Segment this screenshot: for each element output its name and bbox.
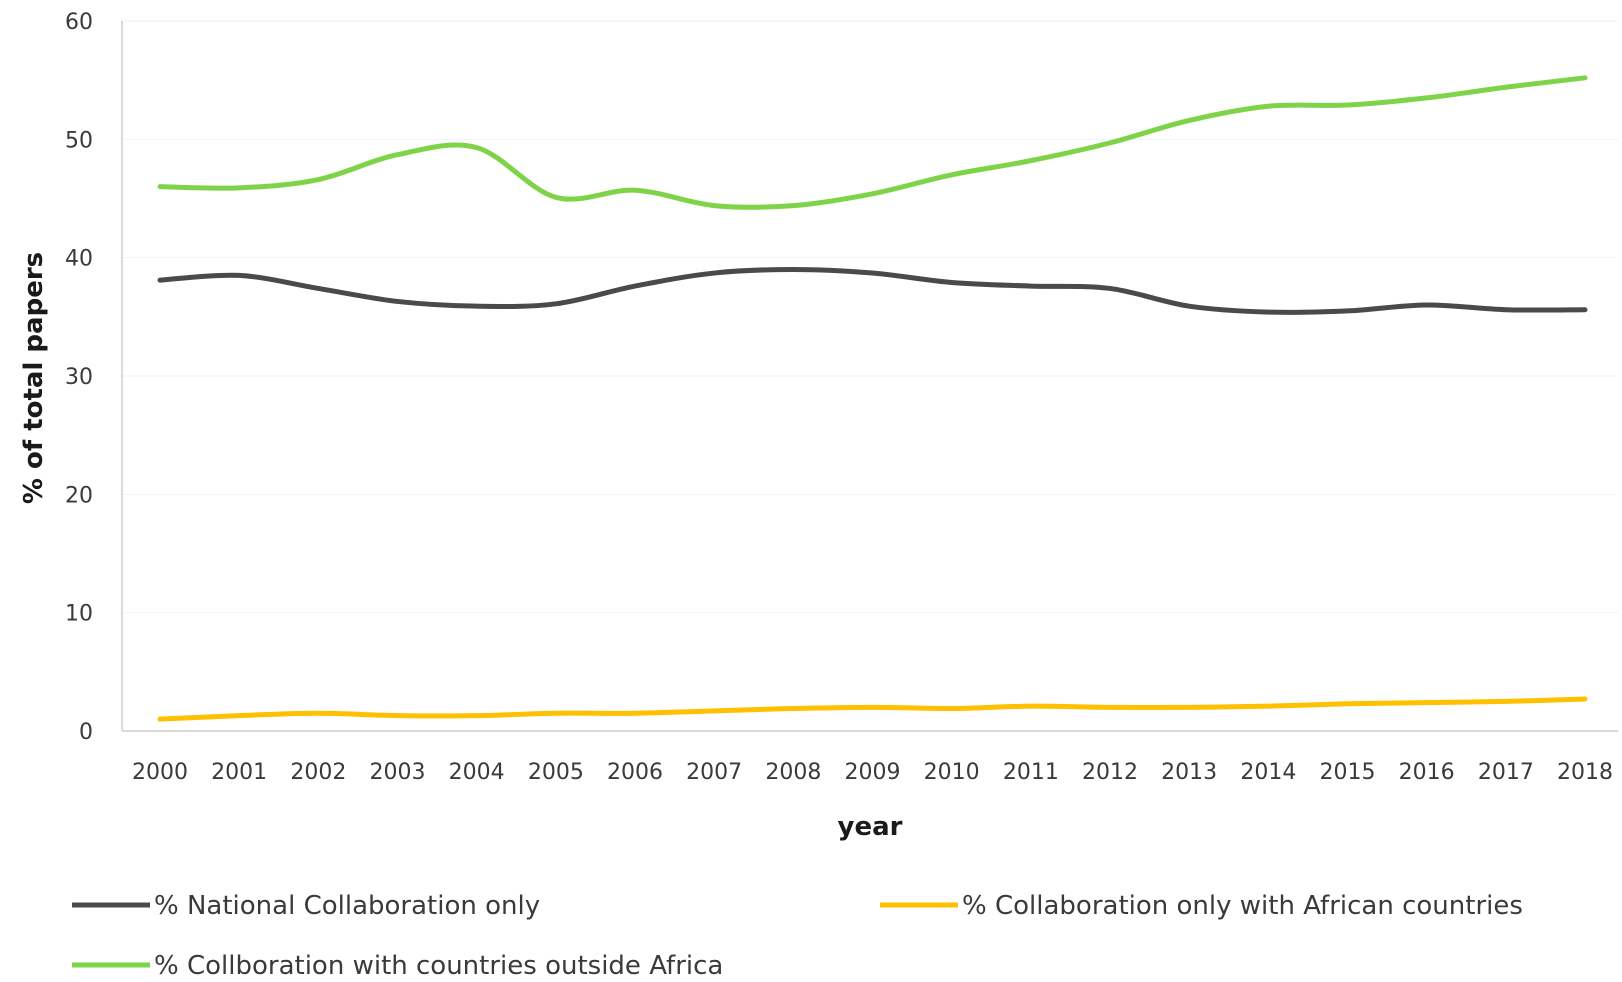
x-tick-label-2017: 2017 <box>1478 760 1534 785</box>
x-tick-label-2005: 2005 <box>528 760 584 785</box>
x-tick-label-2009: 2009 <box>845 760 901 785</box>
gridlines <box>122 20 1618 614</box>
x-tick-label-2000: 2000 <box>132 760 188 785</box>
series-line-national-collaboration <box>157 267 1588 315</box>
x-tick-label-2018: 2018 <box>1557 760 1613 785</box>
x-tick-label-2012: 2012 <box>1082 760 1138 785</box>
x-tick-label-2006: 2006 <box>607 760 663 785</box>
x-tick-label-2011: 2011 <box>1003 760 1059 785</box>
x-tick-label-2013: 2013 <box>1161 760 1217 785</box>
legend-label: % National Collaboration only <box>154 891 540 921</box>
y-tick-labels: 0 10 20 30 40 50 60 <box>65 10 93 745</box>
y-tick-label-40: 40 <box>65 247 93 272</box>
x-tick-label-2004: 2004 <box>449 760 505 785</box>
y-tick-label-30: 30 <box>65 365 93 390</box>
axes <box>121 21 1618 732</box>
x-tick-label-2015: 2015 <box>1320 760 1376 785</box>
legend-item-national-collaboration: % National Collaboration only <box>72 891 540 921</box>
x-axis-title: year <box>838 812 903 842</box>
legend-label: % Collaboration only with African countr… <box>962 891 1523 921</box>
series-lines <box>157 75 1588 722</box>
legend-item-african-collaboration: % Collaboration only with African countr… <box>880 891 1523 921</box>
x-tick-labels: 2000 2001 2002 2003 2004 2005 2006 2007 2008 2009… <box>132 760 1613 785</box>
x-tick-label-2007: 2007 <box>686 760 742 785</box>
x-tick-label-2001: 2001 <box>211 760 267 785</box>
y-tick-label-20: 20 <box>65 483 93 508</box>
legend-item-outside-africa-collaboration: % Collboration with countries outside Af… <box>72 951 723 981</box>
series-line-african-collaboration <box>157 696 1588 722</box>
legend: % National Collaboration only % Collabora… <box>72 891 1523 981</box>
y-axis-title: % of total papers <box>19 252 49 504</box>
y-tick-label-60: 60 <box>65 10 93 35</box>
x-tick-label-2014: 2014 <box>1240 760 1296 785</box>
x-tick-label-2002: 2002 <box>290 760 346 785</box>
x-tick-label-2003: 2003 <box>370 760 426 785</box>
y-tick-label-50: 50 <box>65 128 93 153</box>
legend-label: % Collboration with countries outside Af… <box>154 951 723 981</box>
x-tick-label-2008: 2008 <box>765 760 821 785</box>
x-tick-label-2016: 2016 <box>1399 760 1455 785</box>
y-tick-label-0: 0 <box>79 720 93 745</box>
y-tick-label-10: 10 <box>65 602 93 627</box>
series-line-outside-africa-collaboration <box>157 75 1588 210</box>
x-tick-label-2010: 2010 <box>924 760 980 785</box>
